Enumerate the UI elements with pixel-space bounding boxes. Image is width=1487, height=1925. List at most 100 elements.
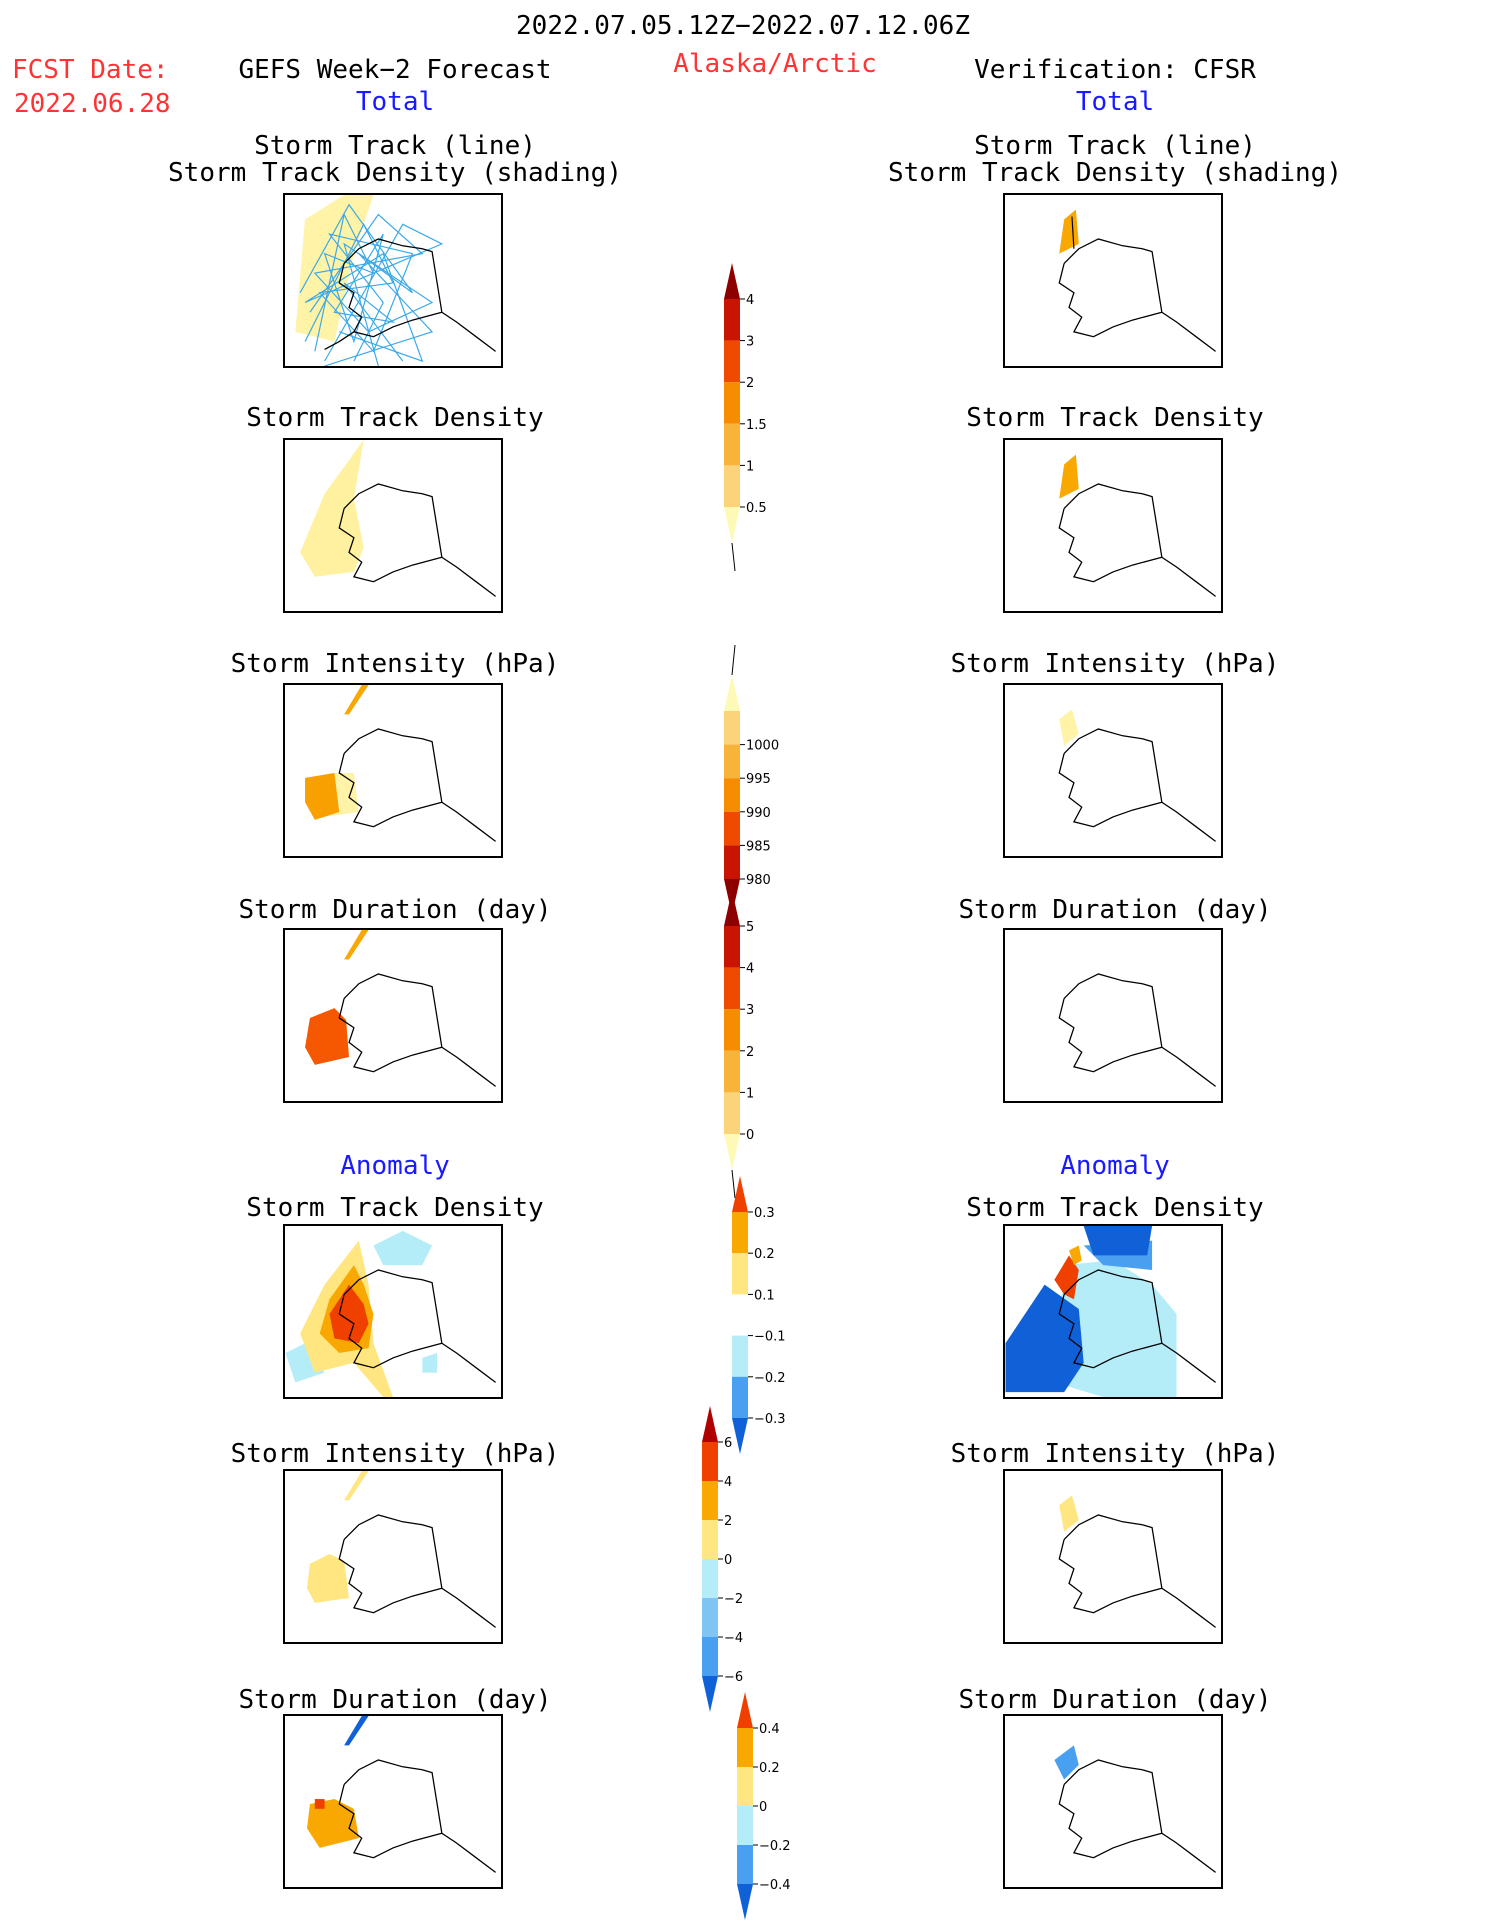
left-title: GEFS Week−2 Forecast: [238, 55, 552, 85]
anom-north: [344, 1471, 369, 1501]
storm-track-line: [1071, 216, 1075, 249]
left-duration-title: Storm Duration (day): [238, 895, 552, 925]
map-cfsr-intensity-svg: [1058, 709, 1216, 842]
right-anom-duration-title: Storm Duration (day): [958, 1685, 1272, 1715]
left-track-title-2: Storm Track Density (shading): [168, 158, 622, 188]
right-density-title: Storm Track Density: [966, 403, 1264, 433]
colorbar-label: 1.5: [746, 418, 767, 433]
colorbar-segment: [702, 1637, 718, 1676]
map-fcst-anom-intensity-svg: [307, 1471, 496, 1628]
map-fcst-density: [283, 438, 503, 613]
anom-yellow: [1059, 1495, 1079, 1532]
map-cfsr-anom-duration: [1003, 1714, 1223, 1889]
colorbar-segment: [737, 1806, 753, 1845]
region-title: Alaska/Arctic: [673, 49, 877, 79]
colorbar-tail: [731, 542, 736, 572]
anom-main: [307, 1554, 350, 1603]
map-fcst-intensity-svg: [305, 685, 496, 842]
map-cfsr-duration: [1003, 928, 1223, 1103]
map-fcst-anom-duration: [283, 1714, 503, 1889]
anom-orange: [1069, 1245, 1082, 1266]
colorbar-label: 0: [724, 1553, 732, 1568]
colorbar-label: 0.2: [754, 1247, 775, 1262]
map-cfsr-intensity: [1003, 683, 1223, 858]
map-fcst-anom-intensity: [283, 1469, 503, 1644]
anom-blue-east: [422, 1353, 437, 1373]
right-intensity-title: Storm Intensity (hPa): [950, 649, 1280, 679]
anom-darkblue-north: [1083, 1226, 1153, 1256]
colorbar-segment: [724, 778, 740, 812]
colorbar-label: 2: [724, 1514, 732, 1529]
colorbar-arrow-top: [702, 1406, 718, 1442]
colorbar-arrow-bottom: [732, 1418, 748, 1454]
colorbar-segment: [724, 382, 740, 424]
map-cfsr-anom-density: [1003, 1224, 1223, 1399]
duration-shading-main: [305, 1008, 350, 1065]
alaska-coast: [1058, 1514, 1216, 1628]
colorbar-segment: [732, 1335, 748, 1377]
colorbar-segment: [702, 1559, 718, 1598]
colorbar-anom-intensity: −6 −4 −2 0 2 4 6: [702, 1406, 782, 1712]
colorbar-segment: [737, 1845, 753, 1884]
map-cfsr-anom-intensity-svg: [1058, 1495, 1216, 1628]
anom-red: [329, 1284, 369, 1344]
colorbar-label: 2: [746, 376, 754, 391]
colorbar-segment: [724, 711, 740, 745]
map-fcst-anom-density-svg: [285, 1230, 496, 1397]
right-anomaly-heading: Anomaly: [1060, 1151, 1170, 1181]
density-shading: [1059, 454, 1079, 499]
anom-orange: [307, 1799, 359, 1848]
alaska-coast: [1058, 1269, 1216, 1383]
intensity-shading-north: [344, 685, 369, 715]
left-track-title-1: Storm Track (line): [254, 131, 536, 161]
anom-blue-north: [344, 1716, 369, 1746]
colorbar-tail: [731, 644, 736, 676]
alaska-coast: [338, 1759, 496, 1873]
map-fcst-anom-density: [283, 1224, 503, 1399]
alaska-coast: [324, 238, 496, 352]
fcst-date-value: 2022.06.28: [14, 89, 171, 119]
map-cfsr-density-svg: [1058, 454, 1216, 597]
colorbar-label: 2: [746, 1045, 754, 1060]
anom_intensity-colorbar-svg: −6 −4 −2 0 2 4 6: [702, 1406, 743, 1712]
map-fcst-intensity: [283, 683, 503, 858]
colorbar-label: 0.2: [759, 1761, 780, 1776]
colorbar-segment: [732, 1376, 748, 1418]
colorbar-arrow-top: [724, 675, 740, 711]
alaska-coast: [1058, 728, 1216, 842]
anom_duration-colorbar-svg: −0.4 −0.2 0 0.2 0.4: [737, 1692, 791, 1920]
colorbar-label: 3: [746, 1003, 754, 1018]
colorbar-segment: [724, 744, 740, 779]
fcst-date-label: FCST Date:: [12, 55, 169, 85]
map-cfsr-track-svg: [1058, 209, 1216, 352]
colorbar-segment: [724, 1092, 740, 1134]
colorbar-anom-density: −0.3 −0.2 −0.1 0.1 0.2 0.3: [732, 1176, 812, 1454]
alaska-coast: [338, 1514, 496, 1628]
colorbar-arrow-bottom: [724, 507, 740, 543]
right-track-title-1: Storm Track (line): [974, 131, 1256, 161]
colorbar-label: −0.4: [759, 1878, 791, 1893]
right-anom-density-title: Storm Track Density: [966, 1193, 1264, 1223]
colorbar-segment: [702, 1481, 718, 1520]
right-title: Verification: CFSR: [974, 55, 1256, 85]
colorbar-arrow-bottom: [737, 1884, 753, 1920]
colorbar-label: 5: [746, 920, 754, 935]
right-track-title-2: Storm Track Density (shading): [888, 158, 1342, 188]
colorbar-label: −6: [724, 1670, 743, 1685]
colorbar-segment: [724, 1009, 740, 1051]
colorbar-label: 985: [746, 839, 771, 854]
duration-colorbar-svg: 0 1 2 3 4 5: [724, 890, 754, 1199]
colorbar-label: −4: [724, 1631, 743, 1646]
density-colorbar-svg: 0.5 1 1.5 2 3 4: [724, 263, 767, 572]
storm-track-lines: [299, 203, 444, 366]
map-fcst-density-svg: [300, 440, 496, 597]
alaska-coast: [338, 973, 496, 1087]
colorbar-segment: [702, 1520, 718, 1559]
alaska-coast: [338, 483, 496, 597]
colorbar-label: 4: [746, 962, 754, 977]
duration-shading-north: [344, 930, 369, 960]
map-cfsr-anom-intensity: [1003, 1469, 1223, 1644]
right-anom-intensity-title: Storm Intensity (hPa): [950, 1439, 1280, 1469]
left-anom-intensity-title: Storm Intensity (hPa): [230, 1439, 560, 1469]
map-cfsr-anom-duration-svg: [1054, 1745, 1216, 1873]
